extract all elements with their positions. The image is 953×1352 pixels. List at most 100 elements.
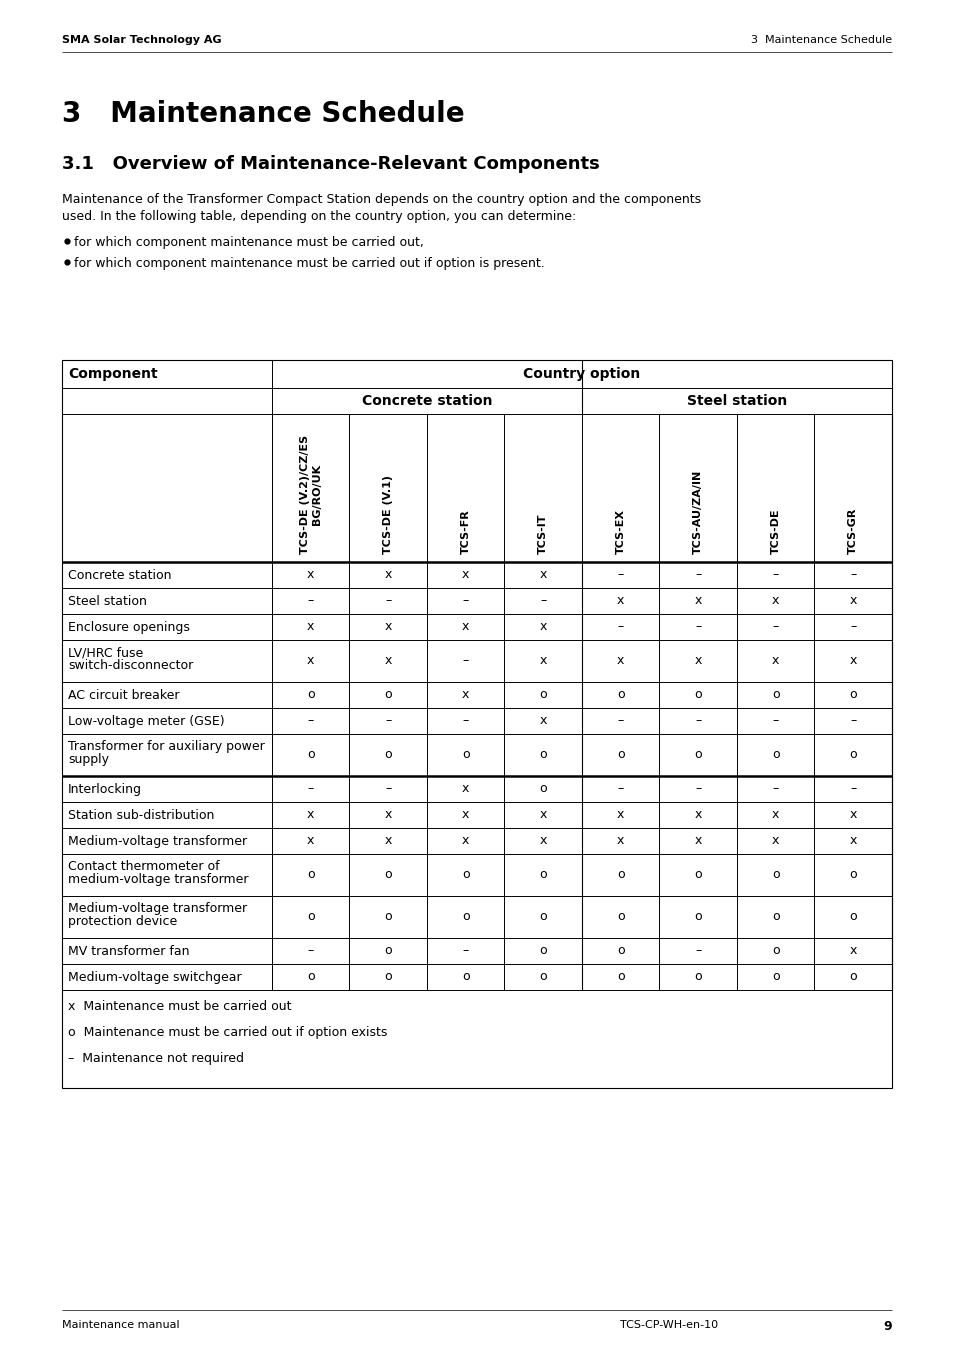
Text: –: – xyxy=(772,621,778,634)
Text: –: – xyxy=(307,595,314,607)
Text: –: – xyxy=(617,621,623,634)
Text: o: o xyxy=(384,868,392,882)
Text: o: o xyxy=(461,971,469,983)
Text: x: x xyxy=(539,568,546,581)
Text: o: o xyxy=(538,783,546,795)
Text: x: x xyxy=(617,834,624,848)
Text: protection device: protection device xyxy=(68,915,177,927)
Text: o  Maintenance must be carried out if option exists: o Maintenance must be carried out if opt… xyxy=(68,1026,387,1038)
Text: x: x xyxy=(539,834,546,848)
Text: Steel station: Steel station xyxy=(68,595,147,608)
Text: x: x xyxy=(307,808,314,822)
Text: x: x xyxy=(384,621,392,634)
Text: x: x xyxy=(307,621,314,634)
Text: x: x xyxy=(849,595,856,607)
Text: –: – xyxy=(617,714,623,727)
Text: Maintenance manual: Maintenance manual xyxy=(62,1320,179,1330)
Text: –: – xyxy=(617,568,623,581)
Text: x: x xyxy=(461,621,469,634)
Text: x: x xyxy=(849,808,856,822)
Text: –: – xyxy=(307,945,314,957)
Text: TCS-DE: TCS-DE xyxy=(770,508,780,554)
Text: o: o xyxy=(307,868,314,882)
Text: –: – xyxy=(695,621,700,634)
Text: o: o xyxy=(461,749,469,761)
Text: x: x xyxy=(539,654,546,668)
Text: LV/HRC fuse: LV/HRC fuse xyxy=(68,646,143,658)
Text: x: x xyxy=(307,568,314,581)
Text: o: o xyxy=(538,749,546,761)
Text: Concrete station: Concrete station xyxy=(361,393,492,408)
Text: TCS-CP-WH-en-10: TCS-CP-WH-en-10 xyxy=(619,1320,718,1330)
Text: TCS-EX: TCS-EX xyxy=(615,508,625,554)
Text: x: x xyxy=(384,808,392,822)
Text: Component: Component xyxy=(68,366,157,381)
Text: x: x xyxy=(771,595,779,607)
Text: x: x xyxy=(539,808,546,822)
Text: o: o xyxy=(617,688,624,702)
Text: o: o xyxy=(617,910,624,923)
Text: SMA Solar Technology AG: SMA Solar Technology AG xyxy=(62,35,221,45)
Text: o: o xyxy=(617,945,624,957)
Text: o: o xyxy=(538,910,546,923)
Text: x: x xyxy=(461,808,469,822)
Text: –: – xyxy=(849,783,856,795)
Text: x: x xyxy=(461,834,469,848)
Text: –: – xyxy=(849,621,856,634)
Text: switch-disconnector: switch-disconnector xyxy=(68,658,193,672)
Text: x: x xyxy=(617,654,624,668)
Text: o: o xyxy=(617,868,624,882)
Text: o: o xyxy=(694,868,701,882)
Text: o: o xyxy=(848,688,856,702)
Text: x: x xyxy=(539,714,546,727)
Text: for which component maintenance must be carried out,: for which component maintenance must be … xyxy=(74,237,423,249)
Text: –: – xyxy=(772,568,778,581)
Text: x: x xyxy=(461,568,469,581)
Text: o: o xyxy=(307,749,314,761)
Text: Medium-voltage switchgear: Medium-voltage switchgear xyxy=(68,971,241,984)
Text: Station sub-distribution: Station sub-distribution xyxy=(68,808,214,822)
Bar xyxy=(62,360,891,1088)
Text: o: o xyxy=(694,910,701,923)
Text: –: – xyxy=(307,783,314,795)
Text: o: o xyxy=(848,971,856,983)
Text: x  Maintenance must be carried out: x Maintenance must be carried out xyxy=(68,1000,292,1013)
Text: AC circuit breaker: AC circuit breaker xyxy=(68,690,179,702)
Text: –: – xyxy=(695,945,700,957)
Text: –: – xyxy=(462,714,468,727)
Text: o: o xyxy=(461,910,469,923)
Text: Low-voltage meter (GSE): Low-voltage meter (GSE) xyxy=(68,715,224,727)
Text: x: x xyxy=(617,808,624,822)
Text: Contact thermometer of: Contact thermometer of xyxy=(68,860,219,873)
Text: –: – xyxy=(385,595,391,607)
Text: o: o xyxy=(771,688,779,702)
Text: o: o xyxy=(848,749,856,761)
Text: MV transformer fan: MV transformer fan xyxy=(68,945,190,959)
Text: TCS-DE (V.2)/CZ/ES
BG/RO/UK: TCS-DE (V.2)/CZ/ES BG/RO/UK xyxy=(299,435,321,554)
Text: x: x xyxy=(771,808,779,822)
Text: supply: supply xyxy=(68,753,109,767)
Text: –: – xyxy=(695,568,700,581)
Text: –  Maintenance not required: – Maintenance not required xyxy=(68,1052,244,1065)
Text: o: o xyxy=(617,971,624,983)
Text: x: x xyxy=(384,654,392,668)
Text: o: o xyxy=(694,749,701,761)
Text: x: x xyxy=(694,834,701,848)
Text: o: o xyxy=(771,868,779,882)
Text: x: x xyxy=(461,783,469,795)
Text: –: – xyxy=(695,714,700,727)
Text: Interlocking: Interlocking xyxy=(68,783,142,796)
Text: x: x xyxy=(384,834,392,848)
Text: o: o xyxy=(848,910,856,923)
Text: o: o xyxy=(384,749,392,761)
Text: x: x xyxy=(694,808,701,822)
Text: o: o xyxy=(848,868,856,882)
Text: used. In the following table, depending on the country option, you can determine: used. In the following table, depending … xyxy=(62,210,576,223)
Text: –: – xyxy=(462,945,468,957)
Text: o: o xyxy=(384,971,392,983)
Text: TCS-IT: TCS-IT xyxy=(537,514,548,554)
Text: Medium-voltage transformer: Medium-voltage transformer xyxy=(68,902,247,915)
Text: x: x xyxy=(849,654,856,668)
Text: –: – xyxy=(539,595,546,607)
Text: Steel station: Steel station xyxy=(686,393,786,408)
